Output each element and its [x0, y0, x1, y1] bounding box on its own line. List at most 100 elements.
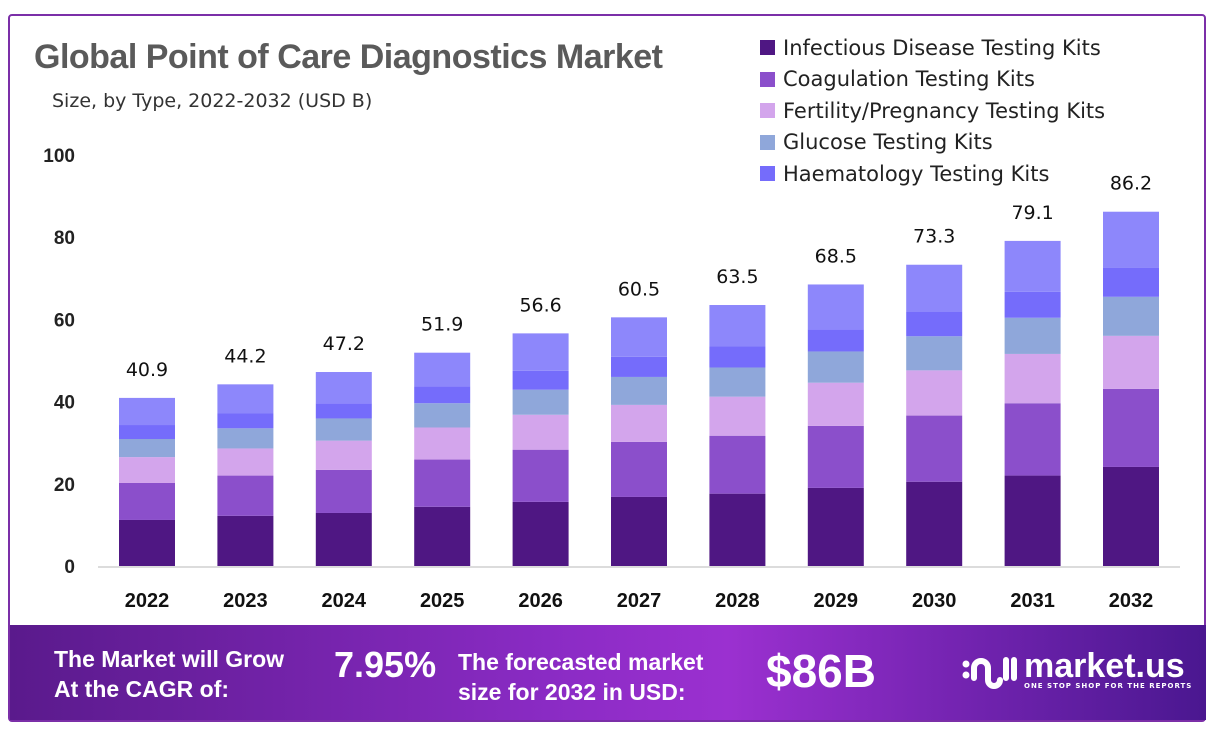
bar-segment: [709, 435, 766, 494]
bar-segment: [414, 506, 471, 566]
legend-label: Fertility/Pregnancy Testing Kits: [783, 98, 1106, 123]
legend-item: Fertility/Pregnancy Testing Kits: [760, 95, 1105, 127]
bar-segment: [709, 346, 766, 368]
bar-segment: [611, 404, 667, 442]
bar-segment: [807, 382, 864, 426]
bar-segment: [1004, 475, 1061, 566]
bar-segment: [414, 459, 471, 507]
bar-segment: [119, 482, 175, 520]
x-tick-label: 2031: [1010, 590, 1055, 612]
legend: Infectious Disease Testing Kits Coagulat…: [760, 32, 1105, 190]
data-label: 40.9: [126, 359, 168, 381]
bar-segment: [217, 475, 274, 516]
bar-segment: [119, 439, 175, 458]
legend-label: Glucose Testing Kits: [783, 130, 993, 155]
y-tick-label: 0: [64, 557, 75, 578]
bar-segment: [315, 440, 372, 470]
y-tick-label: 20: [54, 475, 75, 496]
stacked-bar-chart: 0 20 40 60 80 100 40.9 2022 44.2 2023 47.2 2024 51.9…: [43, 146, 1180, 612]
bar-segment: [906, 264, 963, 313]
bar-segment: [807, 487, 864, 566]
brand-tagline: ONE STOP SHOP FOR THE REPORTS: [1024, 682, 1193, 690]
legend-swatch: [760, 166, 775, 182]
bar-segment: [315, 418, 372, 441]
bar-segment: [1004, 353, 1061, 404]
bar-segment: [807, 425, 864, 488]
legend-swatch: [760, 134, 775, 150]
bar-segment: [217, 448, 274, 476]
bar-segment: [807, 329, 864, 352]
bar-segment: [414, 352, 471, 387]
bar-segment: [906, 336, 963, 371]
bar-segment: [217, 428, 274, 449]
y-tick-label: 40: [54, 393, 75, 414]
bar-segment: [512, 449, 569, 502]
bar-segment: [1103, 388, 1159, 467]
bar-segment: [611, 376, 667, 405]
brand-name: market.us: [1024, 647, 1185, 685]
x-tick-label: 2026: [518, 590, 563, 612]
y-tick-label: 100: [43, 146, 75, 167]
chart-subtitle: Size, by Type, 2022-2032 (USD B): [52, 90, 373, 112]
x-tick-label: 2030: [912, 590, 957, 612]
x-tick-label: 2029: [814, 590, 859, 612]
cagr-label-line: The Market will Grow: [54, 646, 285, 672]
bar-segment: [611, 317, 667, 357]
legend-item: Haematology Testing Kits: [760, 158, 1105, 190]
forecast-value: $86B: [766, 645, 876, 697]
legend-item: Infectious Disease Testing Kits: [760, 32, 1105, 64]
bar-segment: [315, 403, 372, 419]
bar-segment: [414, 427, 471, 460]
cagr-label-line: At the CAGR of:: [54, 676, 230, 702]
bar-segment: [906, 481, 963, 566]
bar-segment: [414, 386, 471, 404]
bar-segment: [1103, 267, 1159, 297]
legend-label: Coagulation Testing Kits: [783, 67, 1035, 92]
bar-segment: [807, 284, 864, 330]
bar-segment: [119, 519, 175, 566]
bar-segment: [611, 496, 667, 566]
legend-label: Infectious Disease Testing Kits: [783, 35, 1101, 60]
bar-segment: [611, 356, 667, 377]
legend-item: Coagulation Testing Kits: [760, 64, 1105, 96]
bar-segment: [709, 367, 766, 397]
bar-segment: [906, 370, 963, 416]
bar-segment: [1103, 466, 1159, 566]
data-label: 86.2: [1110, 173, 1152, 195]
x-tick-label: 2024: [322, 590, 367, 612]
data-label: 79.1: [1011, 202, 1053, 224]
legend-swatch: [760, 103, 775, 119]
forecast-label: The forecasted market size for 2032 in U…: [458, 647, 703, 707]
chart-title: Global Point of Care Diagnostics Market: [34, 38, 663, 76]
data-label: 68.5: [815, 245, 857, 267]
bar-segment: [119, 425, 175, 440]
x-tick-label: 2022: [125, 590, 170, 612]
bar-segment: [1103, 211, 1159, 268]
forecast-label-line: size for 2032 in USD:: [458, 679, 686, 705]
bar-segment: [119, 397, 175, 426]
legend-item: Glucose Testing Kits: [760, 127, 1105, 159]
x-tick-label: 2025: [420, 590, 465, 612]
bar-segment: [709, 493, 766, 566]
bar-segment: [611, 441, 667, 497]
bar-segment: [1004, 403, 1061, 476]
legend-label: Haematology Testing Kits: [783, 161, 1050, 186]
data-label: 63.5: [716, 266, 758, 288]
x-tick-label: 2023: [223, 590, 268, 612]
bar-segment: [512, 333, 569, 371]
data-label: 60.5: [618, 278, 660, 300]
data-label: 51.9: [421, 314, 463, 336]
data-label: 73.3: [913, 226, 955, 248]
bar-segment: [414, 403, 471, 428]
bar-segment: [217, 515, 274, 566]
data-label: 56.6: [519, 294, 561, 316]
bar-segment: [217, 413, 274, 429]
bar-segment: [512, 370, 569, 390]
bar-segment: [906, 415, 963, 482]
bar-segment: [709, 396, 766, 436]
bar-segment: [1004, 317, 1061, 354]
bar-segment: [1103, 296, 1159, 336]
data-label: 44.2: [224, 345, 266, 367]
bar-segment: [807, 351, 864, 383]
brand-logo-icon: [962, 657, 1017, 689]
